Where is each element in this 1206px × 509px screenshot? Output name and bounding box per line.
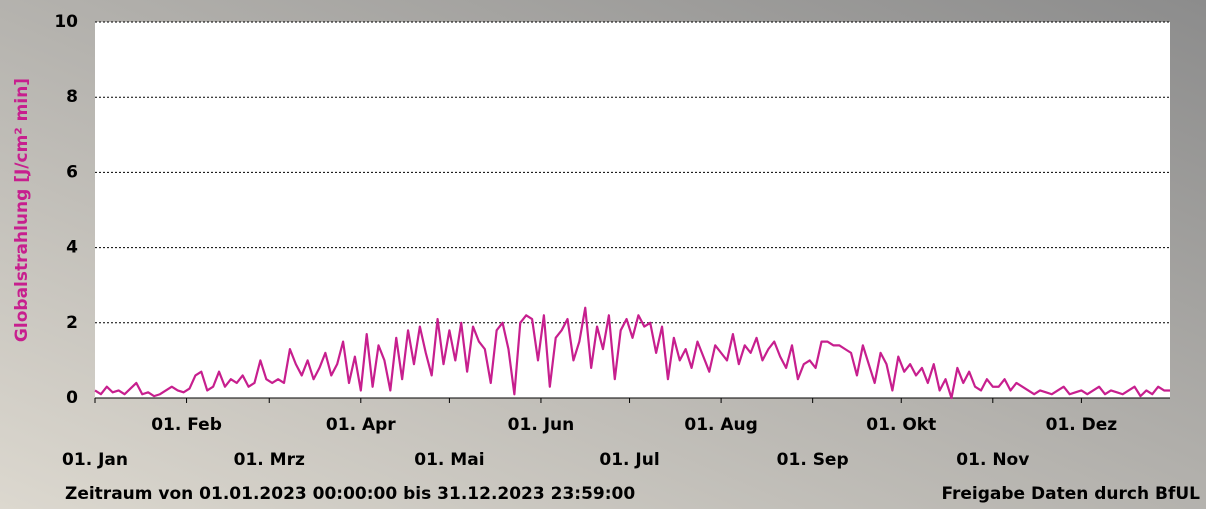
x-tick-label: 01. Nov [956,450,1029,470]
plot-area [95,22,1170,398]
x-tick-label: 01. Apr [326,415,396,435]
x-tick-label: 01. Sep [777,450,849,470]
data-line [94,306,1170,400]
x-tick-label: 01. Feb [151,415,222,435]
y-tick-label: 4 [66,238,78,258]
x-tick-label: 01. Mrz [234,450,305,470]
x-tick-label: 01. Okt [866,415,936,435]
y-tick-label: 0 [66,388,78,408]
x-tick-label: 01. Jul [599,450,659,470]
x-tick-label: 01. Dez [1046,415,1118,435]
y-tick-label: 8 [66,87,78,107]
y-tick-label: 6 [66,162,78,182]
footer-left: Zeitraum von 01.01.2023 00:00:00 bis 31.… [65,484,635,504]
x-tick-label: 01. Aug [684,415,757,435]
x-tick-label: 01. Jun [508,415,575,435]
y-tick-label: 2 [66,313,78,333]
footer-right: Freigabe Daten durch BfUL [941,484,1200,504]
y-tick-label: 10 [54,12,78,32]
y-axis-label: Globalstrahlung [J/cm² min] [12,78,32,342]
x-tick-label: 01. Mai [414,450,484,470]
x-tick-label: 01. Jan [62,450,128,470]
